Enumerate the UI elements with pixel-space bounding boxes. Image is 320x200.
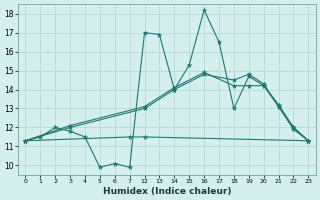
X-axis label: Humidex (Indice chaleur): Humidex (Indice chaleur): [103, 187, 231, 196]
